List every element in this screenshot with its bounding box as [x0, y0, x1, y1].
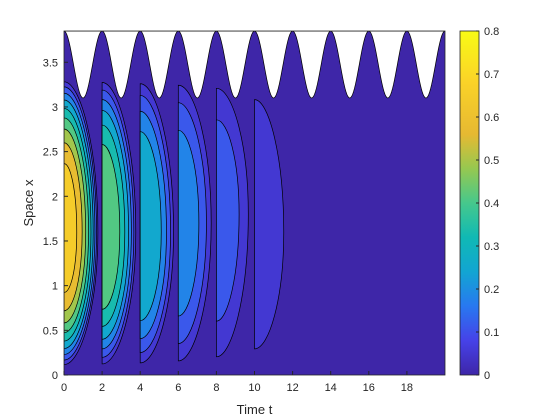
y-axis-label: Space x [21, 179, 36, 226]
contour-band-4-1 [216, 119, 240, 322]
y-tick-label-3: 1.5 [43, 236, 58, 248]
colorbar-ticks: 0 0.1 0.2 0.3 0.4 0.5 0.6 0.7 0.8 [476, 26, 499, 382]
x-tick-label-2: 4 [137, 382, 143, 394]
x-tick-label-7: 14 [325, 382, 337, 394]
contour-band-3-2 [177, 129, 200, 317]
x-tick-label-3: 6 [175, 382, 181, 394]
y-tick-label-1: 0.5 [43, 325, 58, 337]
plot-area [64, 31, 445, 375]
x-tick-label-9: 18 [401, 382, 413, 394]
x-axis-ticks: 0 2 4 6 8 10 12 14 16 18 [61, 371, 413, 394]
y-tick-label-2: 1 [52, 281, 58, 293]
colorbar-tick-label-1: 0.1 [484, 327, 499, 339]
y-axis-ticks: 0 0.5 1 1.5 2 2.5 3 3.5 [43, 57, 68, 382]
y-tick-label-4: 2 [52, 191, 58, 203]
colorbar-tick-label-5: 0.5 [484, 155, 499, 167]
y-tick-label-5: 2.5 [43, 147, 58, 159]
contour-band-1-5 [101, 144, 121, 310]
x-tick-label-4: 8 [213, 382, 219, 394]
y-tick-label-6: 3 [52, 102, 58, 114]
colorbar-tick-label-8: 0.8 [484, 26, 499, 38]
colorbar-tick-label-0: 0 [484, 370, 490, 382]
x-axis-label: Time t [237, 402, 273, 417]
x-tick-label-0: 0 [61, 382, 67, 394]
y-tick-label-7: 3.5 [43, 57, 58, 69]
contour-band-5-0 [254, 99, 285, 350]
colorbar-tick-label-4: 0.4 [484, 198, 499, 210]
y-tick-label-0: 0 [52, 370, 58, 382]
x-tick-label-5: 10 [248, 382, 260, 394]
x-tick-label-8: 16 [363, 382, 375, 394]
x-tick-label-1: 2 [99, 382, 105, 394]
x-tick-label-6: 12 [286, 382, 298, 394]
contour-band-2-3 [139, 131, 162, 322]
colorbar-tick-label-6: 0.6 [484, 112, 499, 124]
colorbar-tick-label-2: 0.2 [484, 284, 499, 296]
colorbar-tick-label-3: 0.3 [484, 241, 499, 253]
colorbar-tick-label-7: 0.7 [484, 69, 499, 81]
